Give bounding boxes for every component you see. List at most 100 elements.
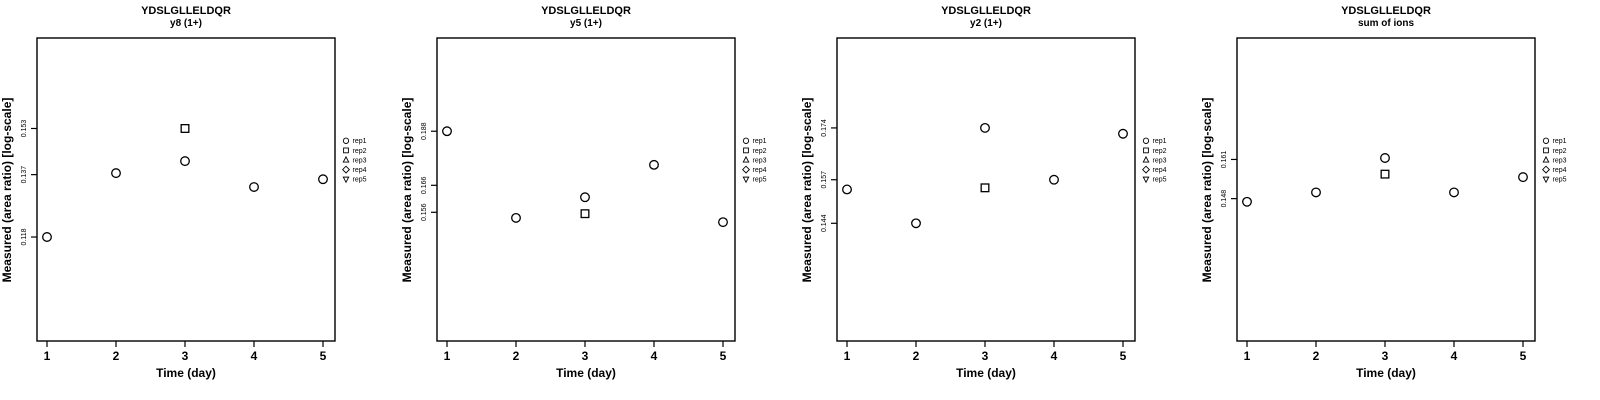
x-tick-label: 2	[113, 349, 120, 363]
chart-title: YDSLGLLELDQR	[1341, 5, 1431, 17]
legend-label-rep2: rep2	[1153, 148, 1167, 155]
data-point-rep1	[1518, 172, 1528, 183]
x-tick-label: 3	[582, 349, 589, 363]
legend-label-rep5: rep5	[753, 177, 767, 184]
data-point-rep1	[1311, 187, 1321, 198]
legend-marker-triangle-down	[742, 176, 750, 184]
y-tick-label: 0.174	[821, 119, 828, 137]
y-tick-label: 0.148	[1221, 190, 1228, 208]
legend: rep1 rep2 rep3 rep4 rep5	[1141, 137, 1167, 184]
legend-label-rep4: rep4	[753, 167, 767, 174]
data-point-rep1	[718, 217, 728, 228]
legend-label-rep1: rep1	[1553, 138, 1567, 145]
y-axis-title: Measured (area ratio) [log-scale]	[1200, 98, 1214, 283]
legend-marker-circle	[342, 137, 350, 144]
legend-label-rep3: rep3	[1553, 157, 1567, 164]
legend-label-rep3: rep3	[1153, 157, 1167, 164]
legend-marker-triangle-up	[1542, 155, 1550, 163]
legend-label-rep4: rep4	[1553, 167, 1567, 174]
x-tick-label: 5	[1120, 349, 1127, 363]
legend-marker-square	[1143, 147, 1149, 154]
data-point-rep2	[580, 209, 590, 219]
legend-marker-diamond	[741, 165, 751, 174]
x-tick-label: 2	[913, 349, 920, 363]
chart-subtitle: y8 (1+)	[170, 18, 202, 29]
plot-area: 1 2 3 4 5 0.118 0.137 0.153	[21, 37, 336, 363]
legend-marker-circle	[1542, 137, 1550, 144]
x-tick-label: 5	[720, 349, 727, 363]
data-point-rep1	[911, 218, 921, 229]
legend-marker-triangle-down	[1142, 176, 1150, 184]
scatter-plot-sum-of-ions: YDSLGLLELDQR sum of ions Time (day) Meas…	[1200, 5, 1567, 380]
scatter-plot-y5: YDSLGLLELDQR y5 (1+) Time (day) Measured…	[400, 5, 767, 380]
legend-label-rep4: rep4	[1153, 167, 1167, 174]
data-point-rep1	[580, 192, 590, 203]
y-tick-label: 0.156	[421, 203, 428, 221]
x-tick-label: 1	[844, 349, 851, 363]
x-tick-label: 4	[651, 349, 658, 363]
chart-title: YDSLGLLELDQR	[141, 5, 231, 17]
x-axis-title: Time (day)	[956, 366, 1016, 380]
legend-marker-diamond	[1141, 165, 1151, 174]
legend-marker-circle	[742, 137, 750, 144]
data-point-rep1	[249, 182, 259, 192]
y-tick-label: 0.144	[821, 214, 828, 232]
legend-label-rep4: rep4	[353, 167, 367, 174]
x-axis-title: Time (day)	[556, 366, 616, 380]
data-point-rep1	[1449, 187, 1459, 198]
legend: rep1 rep2 rep3 rep4 rep5	[341, 137, 367, 184]
chart-subtitle: y5 (1+)	[570, 18, 602, 29]
legend-label-rep5: rep5	[1553, 177, 1567, 184]
chart-title: YDSLGLLELDQR	[541, 5, 631, 17]
x-axis-title: Time (day)	[156, 366, 216, 380]
legend-marker-triangle-down	[1542, 176, 1550, 184]
x-tick-label: 3	[182, 349, 189, 363]
scatter-plot-y8: YDSLGLLELDQR y8 (1+) Time (day) Measured…	[0, 5, 367, 380]
legend-label-rep5: rep5	[353, 177, 367, 184]
x-tick-label: 5	[320, 349, 327, 363]
legend-marker-circle	[1142, 137, 1150, 144]
y-tick-label: 0.166	[421, 176, 428, 194]
x-tick-label: 3	[982, 349, 989, 363]
data-point-rep1	[842, 184, 852, 195]
plot-box	[36, 37, 336, 342]
legend-label-rep2: rep2	[753, 148, 767, 155]
x-tick-label: 1	[444, 349, 451, 363]
data-point-rep2	[180, 124, 190, 133]
legend-marker-triangle-up	[742, 155, 750, 163]
y-tick-label: 0.118	[21, 228, 28, 245]
y-tick-label: 0.153	[21, 120, 28, 138]
chart-subtitle: sum of ions	[1358, 18, 1415, 29]
legend-marker-square	[343, 147, 349, 154]
plot-area: 1 2 3 4 5 0.148 0.161	[1221, 37, 1536, 363]
x-tick-label: 4	[1451, 349, 1458, 363]
legend-label-rep2: rep2	[353, 148, 367, 155]
x-tick-label: 4	[1051, 349, 1058, 363]
plot-box	[836, 37, 1136, 342]
legend-marker-triangle-down	[342, 176, 350, 184]
data-point-rep1	[180, 156, 190, 167]
legend: rep1 rep2 rep3 rep4 rep5	[741, 137, 767, 184]
y-tick-label: 0.157	[821, 171, 828, 189]
x-axis-title: Time (day)	[1356, 366, 1416, 380]
legend-marker-triangle-up	[342, 155, 350, 163]
chart-panel-sum-of-ions: YDSLGLLELDQR sum of ions Time (day) Meas…	[1200, 0, 1600, 400]
y-tick-label: 0.188	[421, 122, 428, 140]
y-axis-title: Measured (area ratio) [log-scale]	[800, 98, 814, 283]
data-point-rep1	[980, 122, 990, 133]
legend-label-rep1: rep1	[353, 138, 367, 145]
x-tick-label: 1	[1244, 349, 1251, 363]
legend-marker-square	[1543, 147, 1549, 154]
legend-marker-square	[743, 147, 749, 154]
x-tick-label: 3	[1382, 349, 1389, 363]
data-point-rep1	[318, 174, 328, 185]
legend-label-rep1: rep1	[753, 138, 767, 145]
x-tick-label: 4	[251, 349, 258, 363]
legend-label-rep3: rep3	[353, 157, 367, 164]
chart-panel-y5: YDSLGLLELDQR y5 (1+) Time (day) Measured…	[400, 0, 800, 400]
scatter-plot-y2: YDSLGLLELDQR y2 (1+) Time (day) Measured…	[800, 5, 1167, 380]
data-point-rep1	[42, 232, 52, 242]
chart-panel-y2: YDSLGLLELDQR y2 (1+) Time (day) Measured…	[800, 0, 1200, 400]
legend-marker-triangle-up	[1142, 155, 1150, 163]
x-tick-label: 2	[513, 349, 520, 363]
